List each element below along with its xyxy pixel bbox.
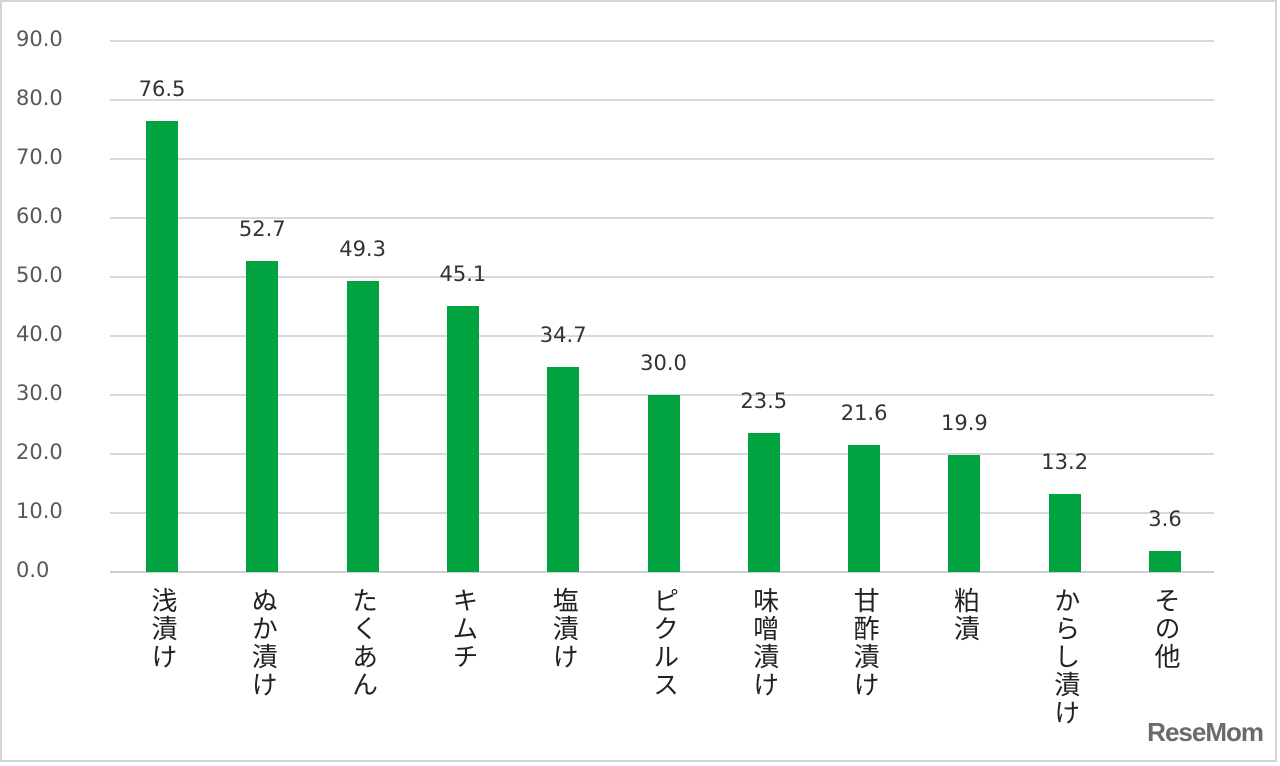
bar-value-label: 13.2 bbox=[1041, 450, 1089, 475]
y-tick-label: 90.0 bbox=[16, 27, 63, 51]
y-tick-label: 40.0 bbox=[16, 322, 63, 346]
x-category-label: ぬか漬け bbox=[247, 587, 278, 699]
bar-value-label: 30.0 bbox=[640, 351, 687, 375]
bar-value-label: 23.5 bbox=[740, 389, 788, 414]
y-tick-label: 30.0 bbox=[16, 381, 63, 405]
x-category-label: その他 bbox=[1150, 587, 1180, 671]
gridline bbox=[110, 276, 1214, 278]
x-category-label: たくあん bbox=[347, 587, 378, 699]
y-tick-label: 50.0 bbox=[16, 263, 63, 287]
x-category-label: 塩漬け bbox=[548, 587, 579, 671]
bar bbox=[848, 444, 881, 572]
bar bbox=[547, 367, 580, 572]
bar bbox=[1048, 494, 1081, 572]
y-tick-label: 10.0 bbox=[16, 499, 63, 523]
gridline bbox=[110, 99, 1214, 101]
bar bbox=[346, 281, 379, 572]
x-category-label: 粕漬 bbox=[949, 587, 980, 643]
resemom-logo: ReseMom bbox=[1147, 717, 1264, 747]
bar bbox=[146, 120, 178, 572]
x-category-label: 浅漬け bbox=[147, 587, 177, 671]
x-category-label: 味噌漬け bbox=[748, 587, 779, 699]
y-tick-label: 60.0 bbox=[16, 204, 63, 228]
x-category-label: 甘酢漬け bbox=[849, 587, 880, 699]
gridline bbox=[110, 40, 1214, 42]
y-tick-label: 20.0 bbox=[16, 440, 63, 464]
bar-value-label: 3.6 bbox=[1148, 506, 1182, 531]
bar bbox=[948, 454, 981, 572]
bar-value-label: 52.7 bbox=[238, 217, 286, 242]
gridline bbox=[110, 158, 1214, 160]
bar bbox=[747, 433, 780, 572]
gridline bbox=[110, 335, 1214, 337]
bar-value-label: 19.9 bbox=[941, 410, 988, 435]
bar-value-label: 45.1 bbox=[439, 261, 487, 286]
x-axis-line bbox=[110, 571, 1214, 573]
bar bbox=[446, 305, 479, 572]
x-category-label: からし漬け bbox=[1049, 587, 1080, 727]
bar-value-label: 34.7 bbox=[539, 323, 587, 348]
x-category-label: キムチ bbox=[447, 587, 478, 671]
bar-value-label: 49.3 bbox=[339, 237, 386, 262]
bar bbox=[1149, 550, 1181, 572]
bar-value-label: 76.5 bbox=[138, 76, 186, 101]
y-tick-label: 0.0 bbox=[16, 558, 50, 582]
y-tick-label: 80.0 bbox=[16, 86, 63, 110]
y-tick-label: 70.0 bbox=[16, 145, 63, 169]
bar bbox=[647, 395, 680, 572]
x-category-label: ピクルス bbox=[648, 587, 679, 699]
bar bbox=[246, 261, 279, 572]
bar-value-label: 21.6 bbox=[840, 400, 888, 425]
gridline bbox=[110, 217, 1214, 219]
